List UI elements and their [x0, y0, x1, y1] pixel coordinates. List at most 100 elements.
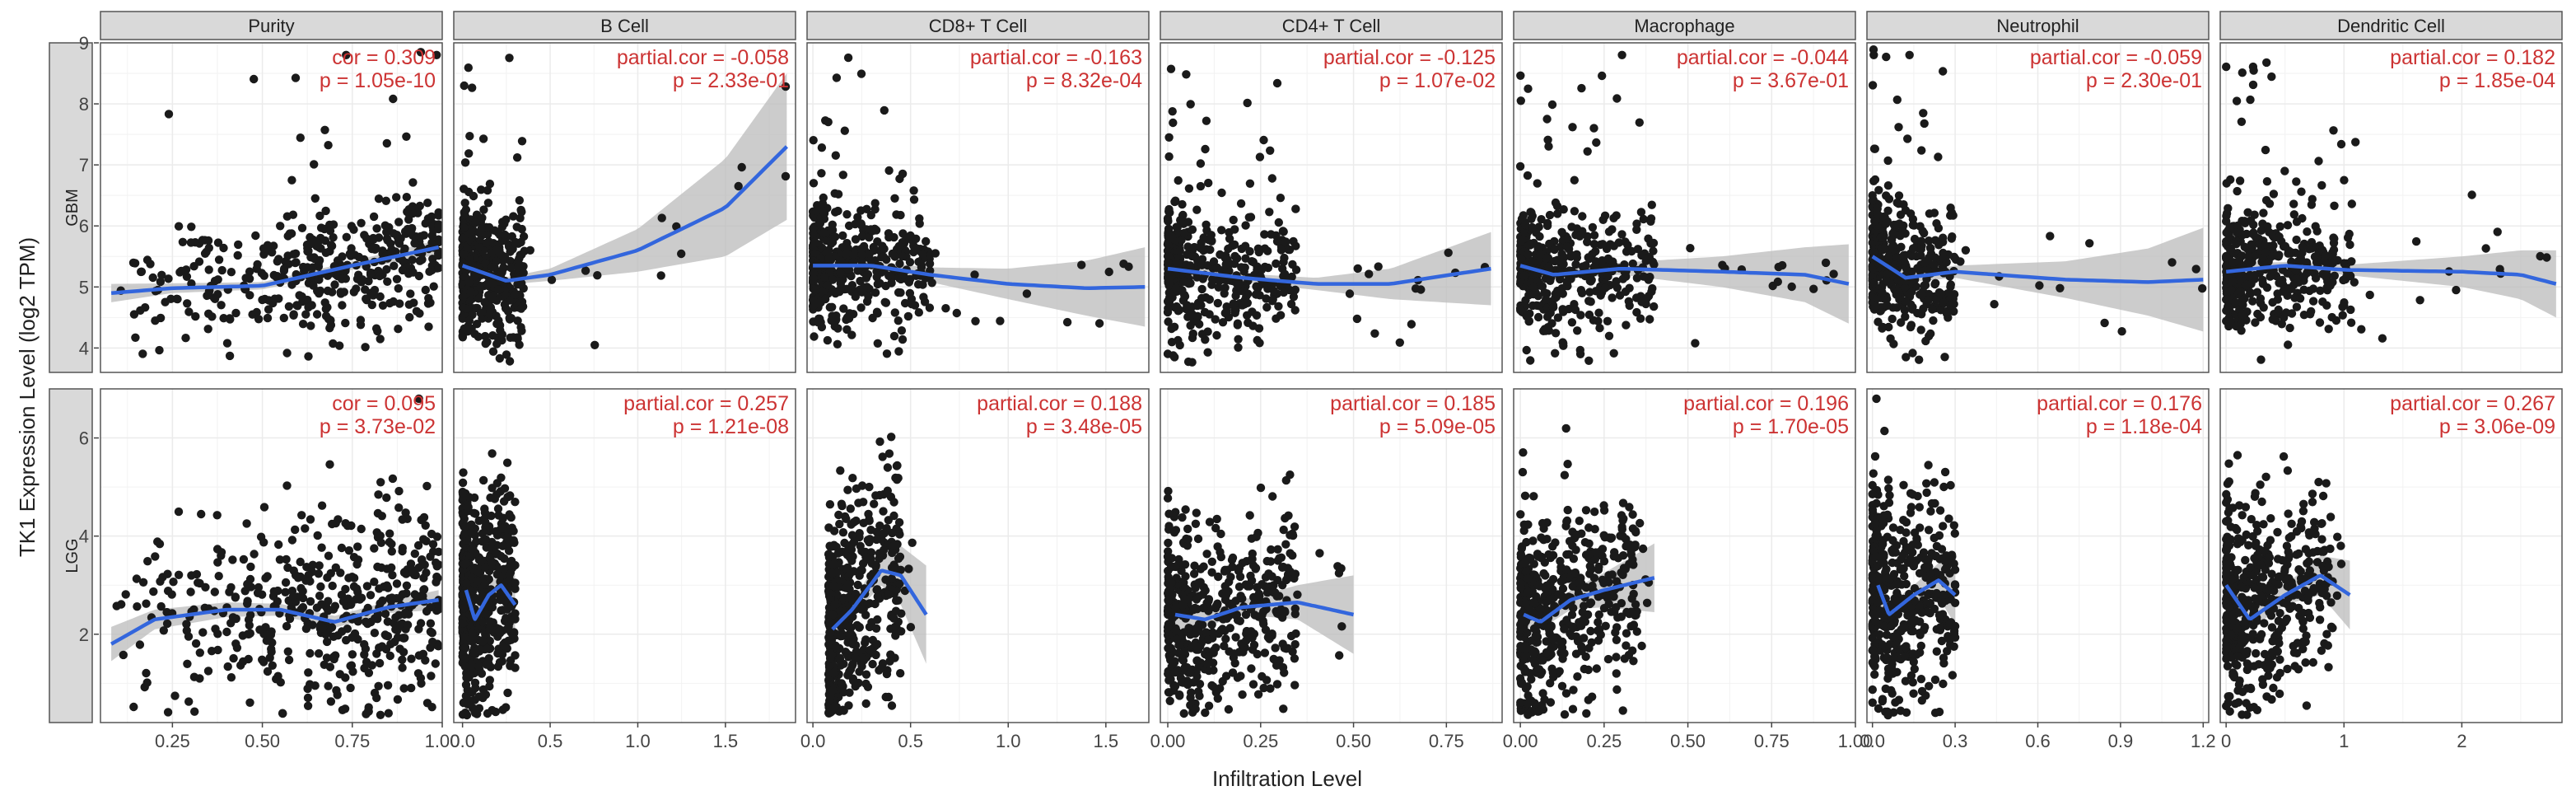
data-point [1603, 254, 1613, 264]
data-point [828, 275, 838, 284]
data-point [360, 639, 369, 649]
data-point [132, 574, 142, 583]
data-point [1203, 348, 1212, 357]
data-point [2330, 201, 2339, 210]
data-point [129, 310, 139, 319]
data-point [421, 285, 430, 295]
data-point [862, 204, 871, 213]
data-point [360, 650, 369, 659]
data-point [1192, 205, 1202, 214]
data-point [847, 531, 857, 540]
data-point [829, 526, 839, 536]
data-point [1262, 302, 1272, 312]
data-point [478, 134, 488, 143]
data-point [1869, 247, 1878, 257]
data-point [1868, 264, 1877, 274]
data-point [338, 252, 347, 261]
data-point [303, 684, 312, 694]
data-point [1198, 274, 1207, 283]
data-point [2329, 126, 2338, 135]
data-point [314, 569, 323, 578]
data-point [315, 211, 324, 221]
x-tick-label: 0.5 [898, 731, 923, 751]
data-point [1919, 304, 1928, 313]
data-point [1272, 78, 1282, 88]
correlation-label: partial.cor = 0.188 [977, 392, 1142, 415]
data-point [873, 339, 883, 348]
data-point [2259, 303, 2268, 312]
data-point [217, 548, 226, 557]
p-value-label: p = 3.48e-05 [1026, 415, 1142, 438]
data-point [2275, 222, 2284, 232]
data-point [480, 563, 489, 573]
data-point [469, 508, 478, 517]
data-point [1562, 242, 1571, 251]
data-point [2292, 218, 2302, 227]
data-point [498, 514, 507, 523]
data-point [434, 220, 442, 229]
data-point [488, 331, 497, 340]
data-point [1173, 222, 1182, 232]
data-point [320, 236, 330, 246]
panel-border [453, 42, 796, 373]
data-point [2243, 208, 2252, 217]
data-point [515, 196, 524, 205]
data-point [893, 540, 902, 549]
data-point [1884, 251, 1893, 260]
data-point [395, 620, 405, 629]
data-point [485, 625, 494, 634]
data-point [1179, 277, 1188, 286]
data-point [734, 181, 743, 191]
data-point [511, 651, 520, 660]
row-strip-label: LGG [63, 538, 82, 573]
x-tick-label: 1.0 [625, 731, 651, 751]
data-point [922, 236, 931, 246]
data-point [1248, 321, 1258, 330]
data-point [878, 659, 888, 668]
data-point [225, 587, 234, 596]
data-point [1164, 304, 1173, 313]
data-point [321, 311, 331, 320]
data-point [873, 309, 882, 318]
data-point [1212, 263, 1222, 273]
data-point [1908, 221, 1917, 230]
data-point [1924, 296, 1933, 305]
data-point [304, 352, 313, 361]
data-point [485, 676, 494, 685]
data-point [258, 590, 267, 599]
data-point [839, 706, 848, 715]
data-point [1174, 175, 1183, 185]
data-point [1956, 257, 1965, 266]
data-point [952, 308, 962, 318]
data-point [1570, 305, 1580, 315]
data-point [1243, 98, 1252, 108]
data-point [352, 584, 362, 593]
data-point [475, 236, 484, 246]
data-point [867, 559, 876, 568]
data-point [1196, 181, 1206, 191]
data-point [328, 519, 337, 529]
data-point [468, 687, 477, 696]
data-point [313, 238, 323, 247]
y-tick-label: 4 [79, 338, 89, 358]
data-point [502, 703, 511, 712]
data-point [483, 199, 493, 208]
data-point [1545, 210, 1555, 220]
data-point [1622, 320, 1631, 330]
data-point [1644, 292, 1654, 301]
data-point [2279, 287, 2288, 296]
data-point [843, 485, 852, 494]
data-point [270, 294, 279, 303]
data-point [405, 312, 414, 322]
data-point [374, 490, 383, 499]
data-point [2302, 258, 2312, 267]
data-point [138, 578, 148, 587]
data-point [382, 227, 391, 236]
data-point [245, 267, 254, 276]
data-point [883, 486, 893, 495]
data-point [1407, 320, 1416, 329]
data-point [362, 294, 371, 303]
data-point [1589, 124, 1598, 133]
data-point [1558, 338, 1567, 347]
data-point [492, 257, 501, 266]
